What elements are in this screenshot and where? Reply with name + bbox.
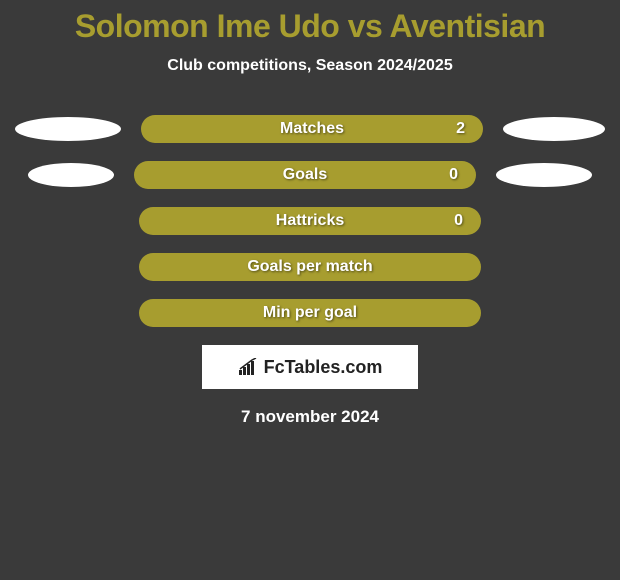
stat-label: Goals per match (247, 258, 372, 276)
stat-row: Matches 2 (0, 115, 620, 143)
stat-row: Min per goal (0, 299, 620, 327)
comparison-subtitle: Club competitions, Season 2024/2025 (0, 57, 620, 75)
bars-icon (238, 358, 260, 376)
logo-box: FcTables.com (202, 345, 418, 389)
stat-value: 0 (449, 166, 458, 184)
stat-bar: Min per goal (139, 299, 481, 327)
stat-bar: Hattricks 0 (139, 207, 481, 235)
stat-label: Min per goal (263, 304, 357, 322)
stat-label: Matches (280, 120, 344, 138)
stat-bar: Matches 2 (141, 115, 483, 143)
comparison-title: Solomon Ime Udo vs Aventisian (0, 0, 620, 45)
left-ellipse (28, 163, 114, 187)
date-text: 7 november 2024 (0, 407, 620, 427)
right-ellipse (503, 117, 605, 141)
stat-value: 2 (456, 120, 465, 138)
left-ellipse (15, 117, 121, 141)
stat-value: 0 (454, 212, 463, 230)
right-ellipse (496, 163, 592, 187)
stat-bar: Goals per match (139, 253, 481, 281)
stat-bar: Goals 0 (134, 161, 476, 189)
logo-text: FcTables.com (264, 357, 383, 378)
stat-row: Goals per match (0, 253, 620, 281)
stat-row: Goals 0 (0, 161, 620, 189)
stat-label: Hattricks (276, 212, 344, 230)
stats-container: Matches 2 Goals 0 Hattricks 0 Goals per match M… (0, 115, 620, 327)
stat-label: Goals (283, 166, 327, 184)
stat-row: Hattricks 0 (0, 207, 620, 235)
